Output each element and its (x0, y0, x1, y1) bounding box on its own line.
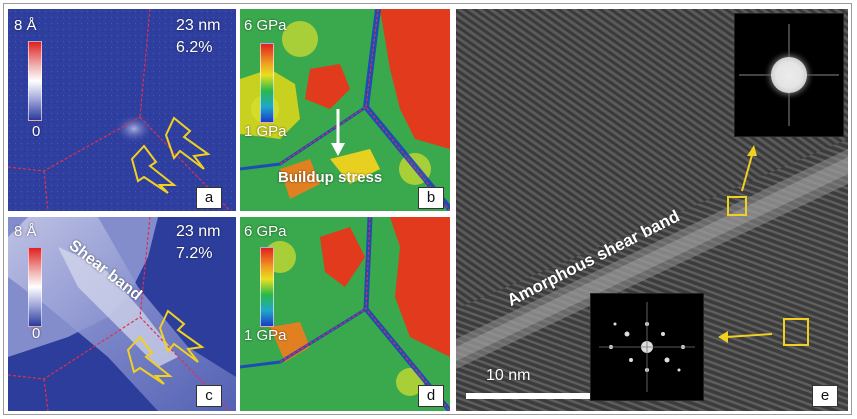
scale-min-label: 1 GPa (244, 327, 287, 344)
panel-letter: a (196, 187, 222, 209)
panel-d-stress-map: 6 GPa 1 GPa d (240, 217, 450, 411)
scale-min-label: 1 GPa (244, 123, 287, 140)
panel-e-hrtem-image: Amorphous shear band (456, 9, 848, 411)
strain-label: 6.2% (176, 39, 213, 56)
fft-inset-bottom (590, 293, 704, 401)
colorbar-b (260, 43, 274, 123)
colorbar-a (28, 41, 42, 121)
strain-label: 7.2% (176, 245, 213, 262)
panel-a-displacement-map: 8 Å 0 23 nm 6.2% a (8, 9, 236, 211)
panel-letter: e (812, 385, 838, 407)
panel-d-image (240, 217, 450, 411)
scale-max-label: 8 Å (14, 223, 37, 240)
fft-crystalline-pattern (591, 294, 703, 400)
scale-max-label: 6 GPa (244, 17, 287, 34)
fft-amorphous-pattern (735, 14, 843, 136)
buildup-stress-label: Buildup stress (278, 169, 383, 186)
scale-bar (466, 393, 590, 399)
figure-frame (3, 3, 852, 415)
colorbar-d (260, 247, 274, 327)
fft-inset-top (734, 13, 844, 137)
panel-letter: c (196, 385, 222, 407)
scale-bar-label: 10 nm (486, 367, 531, 384)
panel-c-displacement-map: 8 Å 0 23 nm 7.2% Shear band c (8, 217, 236, 411)
panel-a-image (8, 9, 236, 211)
scale-max-label: 6 GPa (244, 223, 287, 240)
panel-letter: d (418, 385, 444, 407)
colorbar-c (28, 247, 42, 327)
grain-size-label: 23 nm (176, 17, 221, 34)
scale-max-label: 8 Å (14, 17, 37, 34)
grain-size-label: 23 nm (176, 223, 221, 240)
scale-min-label: 0 (32, 123, 41, 140)
panel-b-stress-map: 6 GPa 1 GPa Buildup stress b (240, 9, 450, 211)
panel-letter: b (418, 187, 444, 209)
scale-min-label: 0 (32, 325, 41, 342)
panel-b-image (240, 9, 450, 211)
